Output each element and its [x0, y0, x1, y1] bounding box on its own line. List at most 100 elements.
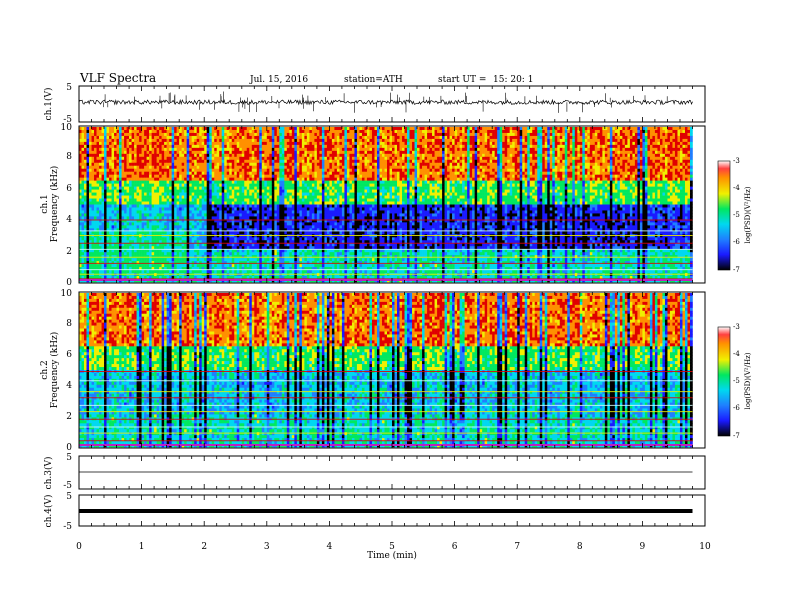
spectrogram-cell	[494, 159, 498, 164]
spectrogram-cell	[329, 150, 333, 155]
spectrogram-cell	[149, 127, 152, 131]
spectrogram-cell	[184, 135, 187, 140]
spectrogram-cell	[146, 127, 150, 131]
spectrogram-cell	[186, 168, 190, 173]
spectrogram-cell	[624, 129, 628, 134]
spectrogram-cell	[477, 141, 480, 146]
spectrogram-cell	[99, 168, 102, 173]
spectrogram-cell	[329, 132, 333, 137]
spectrogram-cell	[151, 127, 155, 131]
spectrogram-cell	[642, 165, 646, 170]
spectrogram-cell	[462, 177, 465, 181]
spectrogram-cell	[79, 174, 82, 178]
spectrogram-cell	[96, 138, 100, 143]
spectrogram-cell	[657, 127, 661, 131]
spectrogram-cell	[339, 174, 343, 178]
spectrogram-cell	[412, 162, 415, 167]
spectrogram-cell	[361, 165, 365, 170]
spectrogram-cell	[467, 132, 470, 137]
spectrogram-cell	[499, 162, 503, 167]
spectrogram-cell	[271, 153, 275, 158]
spectrogram-cell	[339, 138, 343, 143]
spectrogram-cell	[454, 147, 458, 152]
spectrogram-cell	[156, 156, 160, 161]
spectrogram-cell	[644, 165, 648, 170]
spectrogram-cell	[131, 177, 135, 181]
spectrogram-cell	[602, 174, 606, 178]
spectrogram-cell	[349, 174, 353, 178]
spectrogram-cell	[269, 177, 273, 181]
spectrogram-cell	[527, 177, 531, 181]
spectrogram-cell	[437, 129, 440, 134]
spectrogram-cell	[587, 153, 591, 158]
spectrogram-cell	[116, 132, 120, 137]
spectrogram-cell	[644, 168, 648, 173]
spectrogram-cell	[599, 135, 603, 140]
spectrogram-cell	[497, 138, 500, 143]
spectrogram-cell	[206, 138, 210, 143]
spectrogram-cell	[539, 159, 543, 164]
spectrogram-cell	[166, 141, 170, 146]
spectrogram-cell	[176, 147, 180, 152]
spectrogram-cell	[376, 183, 380, 187]
spectrogram-cell	[321, 129, 325, 134]
spectrogram-cell	[304, 183, 308, 187]
spectrogram-cell	[216, 147, 220, 152]
spectrogram-cell	[582, 150, 586, 155]
spectrogram-cell	[534, 171, 538, 175]
spectrogram-cell	[174, 183, 177, 187]
spectrogram-cell	[554, 127, 558, 131]
spectrogram-cell	[219, 127, 223, 131]
spectrogram-cell	[111, 138, 115, 143]
spectrogram-cell	[559, 147, 563, 152]
spectrogram-cell	[614, 144, 618, 149]
spectrogram-cell	[154, 171, 157, 175]
spectrogram-cell	[284, 135, 288, 140]
spectrogram-cell	[94, 162, 97, 167]
spectrogram-cell	[477, 127, 480, 131]
spectrogram-cell	[184, 150, 187, 155]
spectrogram-cell	[204, 127, 207, 131]
spectrogram-cell	[346, 156, 350, 161]
spectrogram-cell	[376, 174, 380, 178]
spectrogram-cell	[379, 141, 383, 146]
spectrogram-cell	[211, 171, 215, 175]
spectrogram-cell	[589, 129, 593, 134]
spectrogram-cell	[81, 153, 85, 158]
spectrogram-cell	[549, 132, 553, 137]
spectrogram-cell	[294, 162, 298, 167]
spectrogram-cell	[351, 174, 355, 178]
spectrogram-cell	[291, 165, 295, 170]
spectrogram-cell	[236, 147, 240, 152]
spectrogram-cell	[86, 135, 90, 140]
spectrogram-cell	[617, 132, 621, 137]
spectrogram-cell	[589, 168, 593, 173]
spectrogram-cell	[154, 183, 157, 187]
spectrogram-cell	[274, 180, 278, 184]
spectrogram-cell	[609, 129, 613, 134]
spectrogram-cell	[574, 132, 578, 137]
spectrogram-cell	[527, 162, 531, 167]
spectrogram-cell	[469, 162, 473, 167]
spectrogram-cell	[126, 186, 130, 190]
spectrogram-cell	[517, 165, 520, 170]
spectrogram-cell	[494, 165, 498, 170]
spectrogram-cell	[346, 165, 350, 170]
spectrogram-cell	[364, 156, 368, 161]
spectrogram-cell	[464, 138, 468, 143]
spectrogram-cell	[424, 147, 428, 152]
spectrogram-cell	[161, 168, 165, 173]
spectrogram-cell	[439, 174, 443, 178]
spectrogram-cell	[532, 150, 536, 155]
spectrogram-cell	[216, 186, 220, 190]
spectrogram-cell	[176, 156, 180, 161]
spectrogram-cell	[276, 138, 280, 143]
spectrogram-cell	[539, 127, 543, 131]
spectrogram-cell	[119, 174, 122, 178]
spectrogram-cell	[84, 127, 87, 131]
spectrogram-cell	[284, 132, 288, 137]
spectrogram-cell	[417, 147, 420, 152]
spectrogram-cell	[574, 165, 578, 170]
spectrogram-cell	[529, 135, 533, 140]
spectrogram-cell	[547, 180, 551, 184]
